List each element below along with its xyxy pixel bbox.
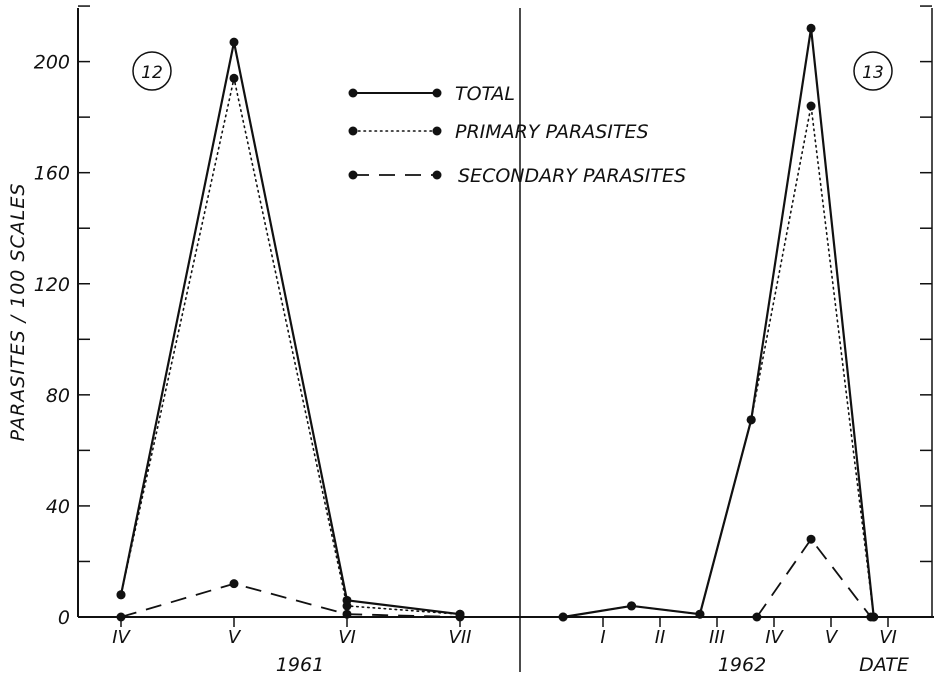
data-point [229,73,239,83]
x-tick-label: IV [765,627,784,648]
series-line-dashed [756,538,872,618]
y-tick-label: 200 [34,52,70,74]
data-point [627,601,636,611]
data-point [752,612,762,622]
panel-13-badge: 13 [853,51,893,91]
data-point [229,579,239,589]
data-point [455,612,465,622]
data-point [342,601,352,611]
x-tick-label: VI [338,627,356,648]
y-tick-label: 160 [34,163,70,185]
x-tick-label: VII [449,627,472,648]
x-tick-label: IV [112,627,131,648]
legend-primary: PRIMARY PARASITES [348,121,649,143]
data-point [229,37,239,47]
y-tick-label: 40 [46,496,70,518]
year-label-1962: 1962 [718,654,766,676]
y-ticks: 0 40 80 120 160 200 [34,5,932,629]
panel-12-badge: 12 [132,51,172,91]
y-tick-label: 120 [34,274,70,296]
x-tick-label: II [655,627,666,648]
chart-frame [77,8,934,672]
x-tick-label: III [709,627,725,648]
legend-total-label: TOTAL [455,83,515,105]
x-axis-label: DATE [859,654,909,676]
data-point [558,612,568,622]
legend: TOTAL PRIMARY PARASITES SECONDARY PARASI… [348,83,686,187]
y-tick-label: 0 [58,607,70,629]
y-axis-label: PARASITES / 100 SCALES [7,183,29,442]
data-point [806,23,816,33]
data-point [116,612,126,622]
panel-12-label: 12 [141,63,163,83]
data-point [342,609,352,619]
data-point [806,534,816,544]
legend-total: TOTAL [348,83,515,105]
series-line-dotted [562,105,875,618]
panel-13-label: 13 [862,63,884,83]
data-point [695,609,705,619]
data-point [746,415,756,425]
y-tick-label: 80 [46,385,70,407]
x-tick-label: V [825,627,839,648]
year-label-1961: 1961 [276,654,324,676]
x-tick-label: V [228,627,242,648]
series-line-solid [562,27,875,619]
data-point [806,101,816,111]
x-tick-label: I [600,627,605,648]
legend-primary-label: PRIMARY PARASITES [455,121,649,143]
x-tick-label: VI [879,627,897,648]
series-lines [116,23,879,622]
series-line-dotted [120,77,461,616]
series-line-dashed [120,582,461,618]
legend-secondary-label: SECONDARY PARASITES [458,165,686,187]
legend-secondary: SECONDARY PARASITES [348,165,686,187]
x-ticks: IV V VI VII I II III IV V VI [112,617,897,648]
data-point [116,590,126,600]
data-point [866,612,876,622]
series-line-solid [119,41,461,616]
